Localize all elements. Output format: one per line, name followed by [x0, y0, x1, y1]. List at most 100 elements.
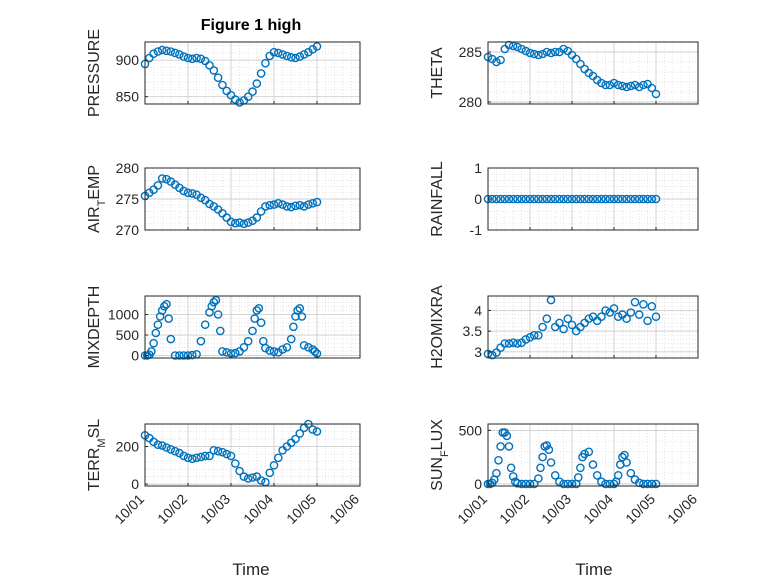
axes-box: [487, 295, 699, 359]
data-point: [584, 447, 594, 457]
data-point: [153, 181, 163, 190]
data-point: [215, 326, 225, 336]
x-axis-label-right: Time: [575, 560, 612, 579]
y-tick-label: 275: [116, 191, 140, 207]
data-point: [639, 479, 648, 489]
data-point: [592, 194, 602, 204]
data-point: [601, 306, 610, 315]
data-point: [618, 452, 627, 462]
data-point: [529, 194, 539, 204]
y-axis-label-h2omixra: H2OMIXRA: [429, 285, 446, 369]
data-point: [555, 318, 564, 328]
data-point: [273, 48, 283, 58]
data-point: [164, 314, 173, 323]
data-point: [157, 306, 167, 315]
data-point: [605, 80, 615, 90]
data-point: [504, 339, 514, 348]
data-point: [252, 306, 262, 315]
y-tick-label: 3.5: [463, 323, 483, 339]
data-point: [192, 53, 201, 63]
data-point: [620, 450, 629, 460]
data-point: [183, 53, 193, 63]
data-point: [269, 47, 279, 57]
data-point: [239, 472, 249, 481]
data-point: [639, 299, 648, 309]
data-point: [647, 83, 657, 93]
data-point: [278, 50, 287, 59]
data-point: [153, 440, 163, 450]
data-point: [529, 49, 539, 59]
data-point: [500, 339, 510, 348]
data-point: [256, 476, 266, 485]
data-point: [286, 202, 296, 212]
data-point: [153, 47, 163, 56]
data-point: [521, 46, 531, 56]
data-point: [282, 51, 292, 61]
data-point: [265, 468, 275, 478]
data-point: [563, 314, 573, 324]
data-point: [153, 320, 163, 330]
data-point: [209, 445, 219, 455]
data-point: [218, 347, 227, 356]
data-point: [525, 479, 535, 489]
data-point: [162, 46, 171, 56]
data-point: [261, 343, 270, 353]
data-point: [492, 57, 501, 67]
data-point: [647, 194, 657, 204]
data-point: [550, 47, 560, 57]
data-point: [218, 208, 227, 218]
data-point: [205, 199, 214, 209]
data-point: [504, 442, 514, 451]
x-tick-label: 10/04: [240, 491, 276, 527]
data-point: [550, 470, 560, 480]
data-point: [492, 468, 501, 478]
data-point: [613, 470, 623, 480]
x-tick-label: 10/05: [283, 491, 319, 527]
x-tick-label: 10/04: [580, 491, 616, 527]
data-point: [559, 479, 568, 489]
data-point: [289, 322, 298, 332]
data-point: [487, 350, 497, 360]
data-point: [256, 69, 266, 78]
data-point: [622, 458, 631, 467]
panel-h2omixra: 3 3.5 4 H2OMIXRA: [429, 285, 699, 369]
data-point: [521, 479, 531, 489]
data-point: [559, 324, 568, 334]
data-point: [254, 303, 264, 313]
data-point: [183, 351, 193, 360]
data-point: [651, 89, 661, 99]
y-tick-label: 0: [131, 348, 139, 364]
data-point: [613, 194, 623, 204]
data-point: [588, 460, 598, 469]
data-point: [151, 328, 161, 338]
data-point: [265, 346, 275, 355]
y-tick-label: 500: [116, 327, 140, 343]
data-point: [293, 306, 302, 315]
data-point: [496, 194, 505, 204]
data-point: [170, 351, 180, 360]
data-point: [261, 202, 270, 211]
data-point: [312, 197, 322, 207]
data-point: [634, 310, 644, 319]
x-axis-label-left: Time: [232, 560, 269, 579]
y-tick-label: 0: [131, 476, 139, 492]
data-point: [291, 434, 300, 444]
data-point: [175, 448, 184, 458]
data-point: [243, 474, 253, 483]
data-point: [179, 186, 188, 196]
data-point: [597, 312, 606, 322]
panel-pressure: 850 900 PRESSURE: [86, 29, 361, 117]
data-point: [286, 53, 296, 62]
data-point: [166, 334, 176, 344]
data-point: [588, 194, 598, 204]
data-point: [601, 80, 610, 90]
y-tick-label: 850: [116, 89, 140, 105]
data-point: [597, 78, 606, 88]
data-point: [634, 194, 644, 204]
y-axis-label-theta: THETA: [429, 47, 446, 99]
data-point: [196, 452, 206, 462]
data-point: [630, 297, 640, 307]
data-point: [576, 59, 585, 69]
